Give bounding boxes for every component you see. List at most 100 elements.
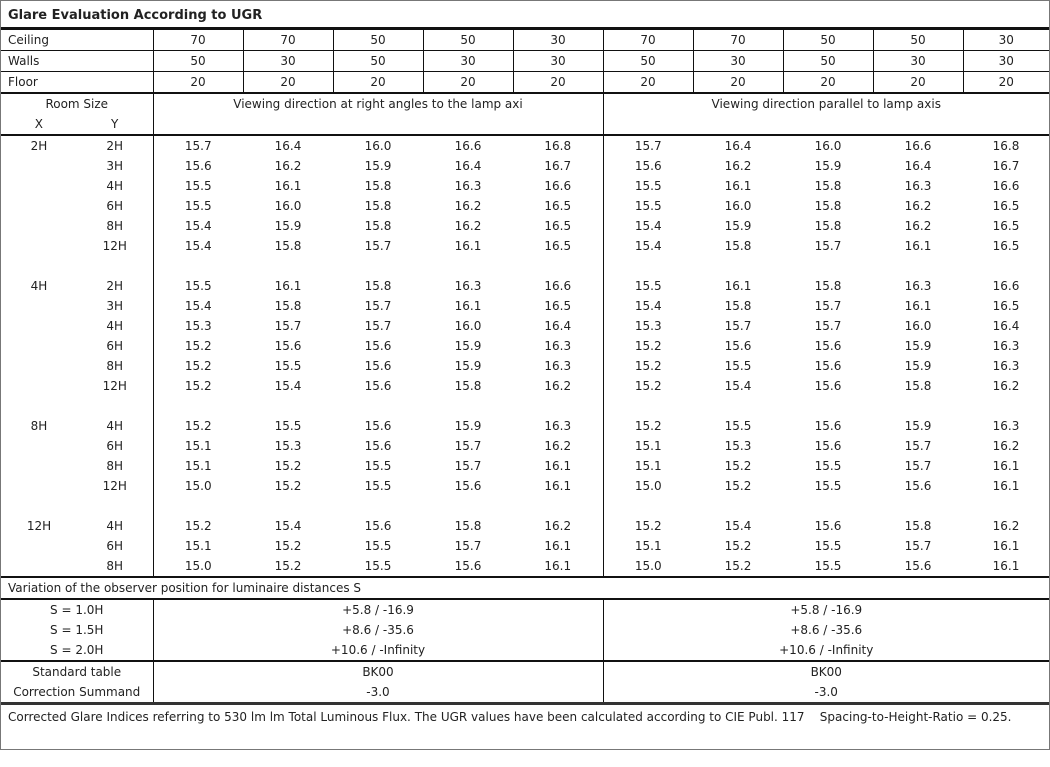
ugr-value: 15.2 (274, 459, 302, 473)
reflectance-value: 50 (602, 50, 694, 72)
ugr-value: 16.5 (544, 239, 572, 253)
ugr-value: 16.2 (544, 379, 572, 393)
room-size-x (1, 356, 77, 376)
ugr-value: 16.6 (544, 179, 572, 193)
ugr-value: 15.1 (602, 536, 693, 556)
ugr-value: 16.5 (544, 199, 572, 213)
room-size-x (1, 156, 77, 176)
reflectance-value: 20 (782, 71, 874, 94)
spacer-row (1, 496, 1049, 516)
room-size-x (1, 316, 77, 336)
ugr-value: 15.2 (274, 539, 302, 553)
ugr-value: 16.1 (544, 479, 572, 493)
ugr-value: 16.4 (904, 159, 932, 173)
reflectance-value: 70 (242, 29, 334, 51)
table-row: 6H 15.1 15.2 15.5 15.7 16.1 15.1 15.2 15.5 15.7 16… (1, 536, 1049, 556)
y-label: Y (110, 117, 119, 131)
room-size-y: 3H (106, 299, 124, 313)
ugr-value: 15.8 (724, 299, 752, 313)
room-size-x (1, 336, 77, 356)
ugr-value: 15.5 (724, 359, 752, 373)
room-size-x (1, 196, 77, 216)
spacer-row (1, 256, 1049, 276)
ugr-value: 16.1 (724, 279, 752, 293)
room-size-y: 4H (106, 319, 124, 333)
reflectance-value: 30 (692, 50, 784, 72)
reflectance-value: 30 (422, 50, 514, 72)
ugr-value: 15.2 (724, 459, 752, 473)
ugr-value: 15.7 (454, 539, 482, 553)
ugr-value: 15.1 (152, 536, 243, 556)
ugr-value: 15.5 (364, 539, 392, 553)
reflectance-value: 50 (332, 50, 424, 72)
ugr-value: 16.2 (454, 219, 482, 233)
ugr-value: 15.3 (274, 439, 302, 453)
ugr-value: 15.6 (152, 156, 243, 176)
ugr-value: 16.5 (992, 299, 1020, 313)
room-size-x: 4H (30, 279, 48, 293)
ugr-value: 15.0 (602, 556, 693, 577)
spacer-cell (602, 256, 1049, 276)
ugr-value: 15.8 (454, 519, 482, 533)
variation-row: S = 2.0H +10.6 / -Infinity +10.6 / -Infini… (1, 640, 1049, 661)
ugr-value: 15.1 (152, 456, 243, 476)
ugr-value: 16.1 (454, 299, 482, 313)
ugr-value: 16.1 (992, 459, 1020, 473)
ugr-value: 15.9 (364, 159, 392, 173)
room-size-y: 8H (106, 359, 124, 373)
variation-value-right-angles: +5.8 / -16.9 (152, 598, 603, 620)
ugr-value: 15.6 (814, 519, 842, 533)
ugr-value: 15.5 (364, 459, 392, 473)
table-row: 3H 15.6 16.2 15.9 16.4 16.7 15.6 16.2 15.9 16.4 16… (1, 156, 1049, 176)
standard-label: Correction Summand (13, 685, 141, 699)
ugr-value: 16.6 (992, 179, 1020, 193)
ugr-value: 15.9 (454, 419, 482, 433)
table-row: 12H 15.4 15.8 15.7 16.1 16.5 15.4 15.8 15.7 16.1 1… (1, 236, 1049, 256)
reflectance-value: 70 (692, 29, 784, 51)
variation-title-row: Variation of the observer position for l… (1, 576, 1049, 599)
ugr-value: 15.9 (904, 339, 932, 353)
table-row: 8H 15.4 15.9 15.8 16.2 16.5 15.4 15.9 15.8 16.2 16… (1, 216, 1049, 236)
ugr-value: 15.8 (904, 379, 932, 393)
ugr-value: 16.5 (992, 239, 1020, 253)
ugr-value: 16.1 (274, 279, 302, 293)
room-size-x (1, 376, 77, 396)
ugr-value: 15.6 (814, 379, 842, 393)
column-header-row: Room Size X Y Viewing direction at right a… (1, 92, 1049, 135)
table-row: 4H 15.3 15.7 15.7 16.0 16.4 15.3 15.7 15.7 16.0 16… (1, 316, 1049, 336)
ugr-value: 16.8 (513, 134, 603, 156)
reflectance-row: Floor 20 20 20 20 20 20 20 20 20 20 (1, 71, 1049, 94)
room-size-y: 2H (106, 279, 124, 293)
reflectance-value: 30 (962, 29, 1049, 51)
ugr-value: 16.0 (904, 319, 932, 333)
ugr-value: 15.8 (814, 179, 842, 193)
ugr-value: 16.2 (454, 199, 482, 213)
spacer-cell (152, 256, 603, 276)
table-row: 2H 2H 15.7 16.4 16.0 16.6 16.8 15.7 16.4 16.0 16.6… (1, 134, 1049, 156)
reflectance-value: 20 (512, 71, 604, 94)
ugr-value: 15.7 (152, 134, 243, 156)
viewing-direction-right-angles-header: Viewing direction at right angles to the… (152, 92, 603, 135)
ugr-value: 15.8 (814, 279, 842, 293)
reflectance-value: 20 (152, 71, 244, 94)
room-size-x (1, 216, 77, 236)
table-row: 6H 15.5 16.0 15.8 16.2 16.5 15.5 16.0 15.8 16.2 16… (1, 196, 1049, 216)
ugr-value: 16.2 (992, 439, 1020, 453)
ugr-value: 16.1 (904, 239, 932, 253)
reflectance-label: Ceiling (1, 29, 154, 51)
ugr-value: 15.7 (904, 439, 932, 453)
ugr-value: 16.3 (454, 279, 482, 293)
ugr-value: 15.6 (904, 479, 932, 493)
table-row: 4H 2H 15.5 16.1 15.8 16.3 16.6 15.5 16.1 15.8 16.3… (1, 276, 1049, 296)
reflectance-value: 20 (962, 71, 1049, 94)
ugr-value: 15.8 (274, 239, 302, 253)
variation-row: S = 1.5H +8.6 / -35.6 +8.6 / -35.6 (1, 620, 1049, 640)
ugr-value: 15.8 (814, 219, 842, 233)
room-size-label: Room Size (45, 97, 109, 111)
ugr-value: 15.2 (602, 356, 693, 376)
ugr-value: 15.9 (454, 359, 482, 373)
ugr-value: 15.6 (364, 519, 392, 533)
ugr-value: 16.7 (544, 159, 572, 173)
ugr-value: 15.0 (602, 476, 693, 496)
room-size-y: 8H (106, 559, 124, 573)
